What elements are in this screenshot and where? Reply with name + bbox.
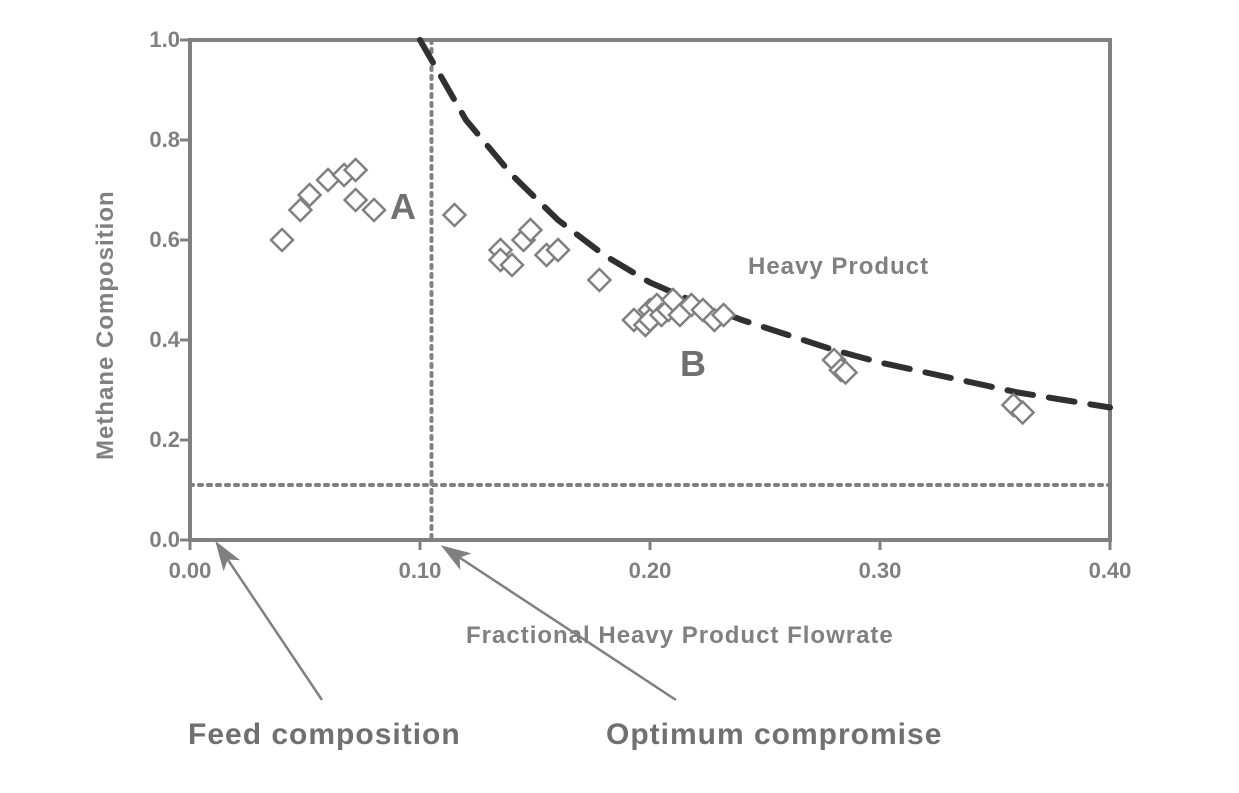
- y-tick-label: 0.8: [120, 127, 180, 153]
- y-tick-label: 0.4: [120, 327, 180, 353]
- y-tick-label: 0.6: [120, 227, 180, 253]
- x-tick-label: 0.20: [629, 558, 672, 584]
- annotation-optimum-compromise: Optimum compromise: [606, 718, 942, 752]
- chart-page: { "chart": { "type": "scatter", "plot_ar…: [0, 0, 1239, 793]
- scatter-chart: [0, 0, 1239, 793]
- y-tick-label: 0.2: [120, 427, 180, 453]
- annotation-feed-composition: Feed composition: [188, 718, 461, 752]
- annotation-heavy-product: Heavy Product: [748, 253, 929, 281]
- x-tick-label: 0.00: [169, 558, 212, 584]
- x-axis-label: Fractional Heavy Product Flowrate: [466, 622, 894, 650]
- y-tick-label: 0.0: [120, 527, 180, 553]
- x-tick-label: 0.30: [859, 558, 902, 584]
- x-tick-label: 0.40: [1089, 558, 1132, 584]
- y-tick-label: 1.0: [120, 27, 180, 53]
- annotation-B: B: [680, 343, 707, 385]
- annotation-A: A: [390, 186, 417, 228]
- x-tick-label: 0.10: [399, 558, 442, 584]
- y-axis-label: Methane Composition: [92, 190, 120, 460]
